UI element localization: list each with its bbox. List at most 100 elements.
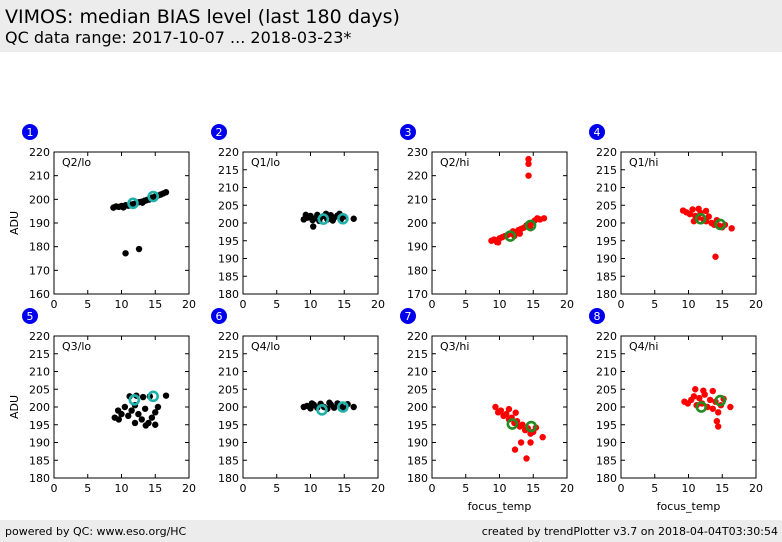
data-point [152,409,159,416]
footer-powered-by: powered by QC: www.eso.org/HC [5,525,187,538]
y-tick-label: 200 [596,217,617,230]
highlight-marker [337,401,349,413]
y-tick-label: 190 [596,437,617,450]
y-tick-label: 200 [596,401,617,414]
x-tick-label: 10 [304,298,318,311]
highlight-marker [147,390,160,403]
y-tick-label: 220 [218,330,239,343]
y-tick-label: 200 [407,401,428,414]
data-point [539,433,546,441]
data-point [141,405,149,412]
x-tick-label: 15 [526,482,540,495]
data-point [326,399,333,406]
x-axis-label: focus_temp [468,500,532,513]
data-point [525,160,532,168]
y-tick-label: 210 [596,182,617,195]
x-tick-label: 10 [682,298,696,311]
scatter-panel-2: 2 180 185 190 195 200 205 210 215 220 0 5 10 15 20 Q1/l… [211,124,385,311]
data-point [497,407,505,414]
y-tick-label: 210 [218,182,239,195]
highlight-marker [525,420,538,433]
y-tick-label: 220 [407,330,428,343]
y-tick-label: 200 [218,217,239,230]
data-point [115,416,123,423]
x-tick-label: 0 [240,482,247,495]
x-tick-label: 20 [749,298,763,311]
panel-label: Q4/lo [251,340,280,353]
data-point [709,405,716,412]
y-tick-label: 200 [218,401,239,414]
x-tick-label: 0 [240,298,247,311]
scatter-panel-6: 6 180 185 190 195 200 205 210 215 220 0 5 10 15 20 Q4/l… [211,308,385,495]
y-tick-label: 215 [407,348,428,361]
plot-frame [53,151,190,295]
x-axis-label: focus_temp [657,500,721,513]
y-tick-label: 220 [218,146,239,159]
y-tick-label: 180 [218,472,239,485]
panel-number: 1 [27,126,34,139]
data-point [350,215,357,222]
y-tick-label: 180 [407,264,428,277]
highlight-marker [694,212,707,225]
data-point [302,211,309,219]
x-tick-label: 10 [493,482,507,495]
y-tick-label: 215 [218,164,239,177]
data-point [516,230,523,237]
y-tick-label: 185 [218,454,239,467]
panel-badge-icon [211,308,227,324]
data-point [523,455,530,462]
data-point [310,223,317,230]
scatter-panel-1: 1 160 170 180 190 200 210 220 0 5 10 15 20 Q2/lo ADU [8,124,196,311]
panel-label: Q1/lo [251,156,280,169]
y-tick-label: 195 [29,419,50,432]
x-tick-label: 0 [618,482,625,495]
y-tick-label: 220 [596,146,617,159]
y-tick-label: 195 [596,235,617,248]
highlight-marker [337,212,349,225]
x-tick-label: 20 [560,298,574,311]
x-tick-label: 5 [651,482,658,495]
data-point [162,392,170,399]
x-tick-label: 0 [429,482,436,495]
data-point [706,396,714,404]
data-point [700,387,707,394]
x-tick-label: 10 [493,298,507,311]
plot-frame [242,151,379,295]
x-tick-label: 20 [371,482,385,495]
y-tick-label: 210 [407,193,428,206]
y-tick-label: 190 [407,241,428,254]
scatter-panel-8: 8 180 185 190 195 200 205 210 215 220 0 5 10 15 20 Q4/h… [589,308,763,513]
y-tick-label: 185 [218,270,239,283]
y-tick-label: 220 [596,330,617,343]
panel-label: Q2/lo [62,156,91,169]
data-point [118,410,125,418]
y-tick-label: 205 [596,199,617,212]
highlight-marker [714,218,727,231]
x-tick-label: 15 [148,298,162,311]
panel-number: 3 [405,126,412,139]
data-point [695,205,702,212]
panel-number: 7 [405,310,412,323]
y-tick-label: 195 [407,419,428,432]
y-tick-label: 195 [218,419,239,432]
x-tick-label: 5 [84,298,91,311]
y-tick-label: 170 [407,288,428,301]
y-tick-label: 210 [596,366,617,379]
y-tick-label: 220 [29,330,50,343]
data-point [727,403,734,411]
y-tick-label: 195 [596,419,617,432]
y-tick-label: 205 [29,383,50,396]
y-tick-label: 215 [29,348,50,361]
highlight-marker [695,401,708,413]
y-tick-label: 170 [29,264,50,277]
highlight-marker [524,219,537,232]
panel-label: Q2/hi [440,156,469,169]
data-point [512,409,519,416]
x-tick-label: 15 [715,482,729,495]
header-bar: VIMOS: median BIAS level (last 180 days)… [0,0,782,52]
footer-created-by: created by trendPlotter v3.7 on 2018-04-… [481,525,778,538]
panel-badge-icon [400,308,416,324]
x-tick-label: 10 [115,298,129,311]
plot-frame [620,335,757,479]
y-tick-label: 205 [218,383,239,396]
